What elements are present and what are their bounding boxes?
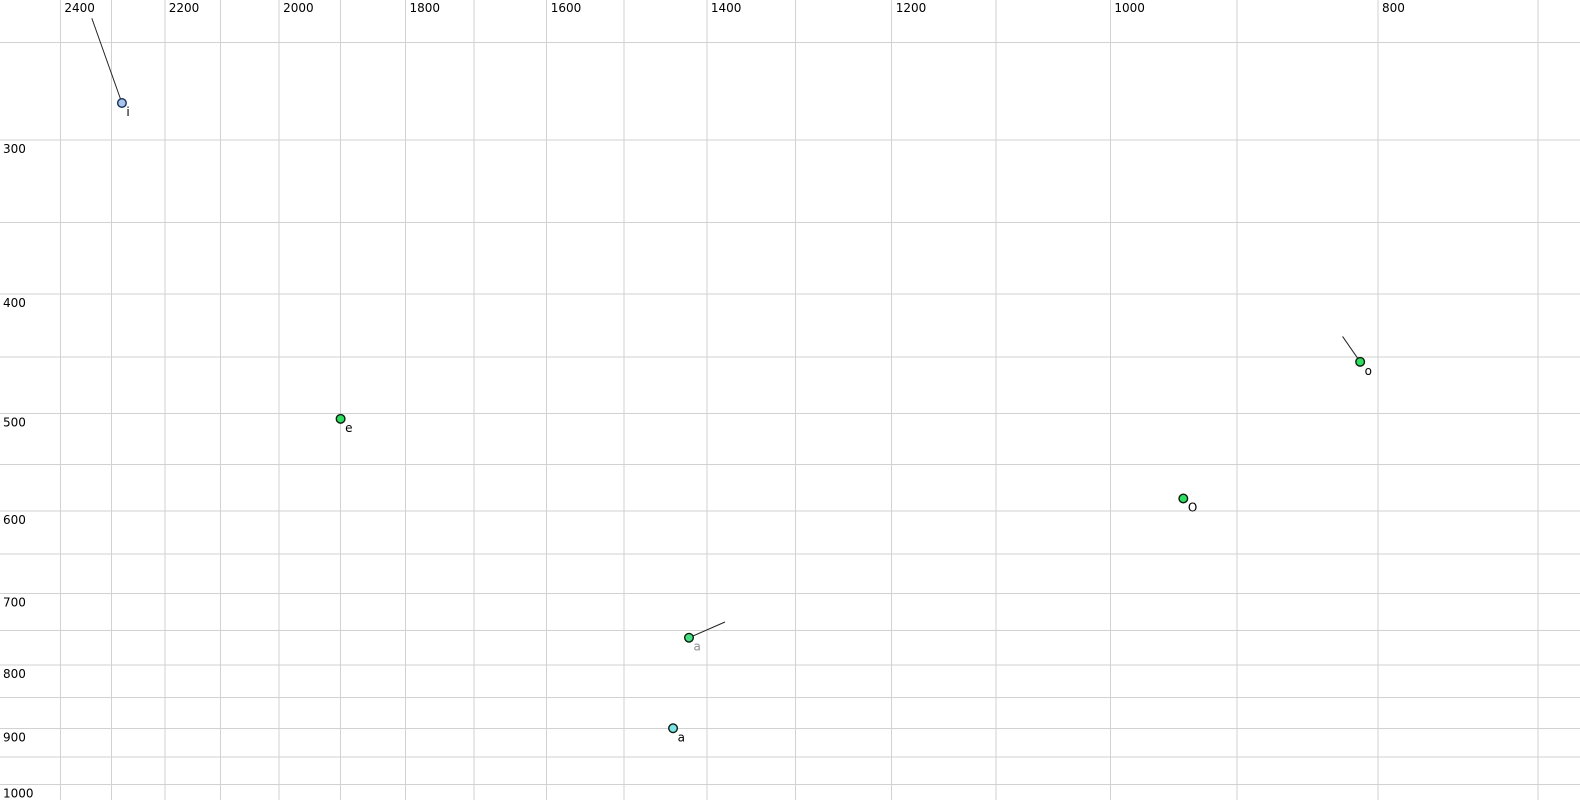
y-axis-tick-label: 900 xyxy=(3,730,26,744)
point-label: i xyxy=(126,105,129,119)
data-point-O[interactable] xyxy=(1178,493,1189,504)
data-point-a[interactable] xyxy=(668,723,679,734)
point-tail xyxy=(688,621,726,639)
point-label: e xyxy=(345,421,352,435)
x-axis-tick-label: 1000 xyxy=(1114,1,1145,15)
x-axis-tick-label: 2400 xyxy=(64,1,95,15)
x-axis-tick-label: 1200 xyxy=(896,1,927,15)
y-axis-tick-label: 500 xyxy=(3,416,26,430)
point-label: a xyxy=(693,640,700,654)
data-point-a[interactable] xyxy=(683,632,694,643)
y-axis-tick-label: 800 xyxy=(3,667,26,681)
y-axis-tick-label: 700 xyxy=(3,596,26,610)
y-axis-tick-label: 1000 xyxy=(3,787,34,800)
x-axis-tick-label: 2000 xyxy=(283,1,314,15)
y-axis-tick-label: 400 xyxy=(3,296,26,310)
data-point-i[interactable] xyxy=(116,98,127,109)
y-axis-tick-label: 300 xyxy=(3,142,26,156)
x-axis-tick-label: 1800 xyxy=(409,1,440,15)
y-axis-tick-label: 600 xyxy=(3,513,26,527)
data-point-o[interactable] xyxy=(1355,356,1366,367)
point-label: O xyxy=(1188,501,1197,515)
point-label: o xyxy=(1365,364,1372,378)
x-axis-tick-label: 1400 xyxy=(711,1,742,15)
point-tail xyxy=(91,18,123,104)
x-axis-tick-label: 1600 xyxy=(551,1,582,15)
data-point-e[interactable] xyxy=(335,413,346,424)
point-label: a xyxy=(678,730,685,744)
point-tail xyxy=(1342,336,1361,363)
x-axis-tick-label: 800 xyxy=(1382,1,1405,15)
x-axis-tick-label: 2200 xyxy=(169,1,200,15)
